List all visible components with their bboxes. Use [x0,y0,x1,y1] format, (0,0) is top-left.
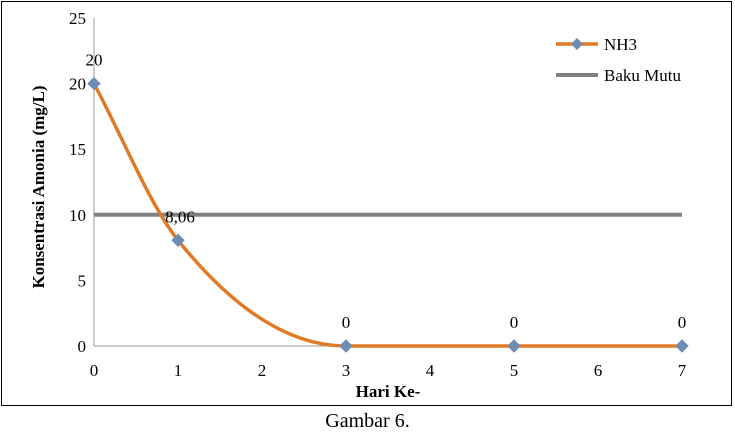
y-tick-label: 0 [78,337,87,356]
legend-nh3-marker [571,38,583,50]
x-tick-label: 1 [174,361,183,380]
x-tick-label: 7 [678,361,687,380]
axes [93,18,682,347]
series-layer [87,76,689,353]
x-tick-label: 5 [510,361,519,380]
y-tick-label: 15 [69,140,86,159]
x-tick-label: 3 [342,361,351,380]
y-tick-label: 25 [69,9,86,28]
legend-nh3-label: NH3 [604,35,637,54]
data-label: 0 [678,313,687,332]
series-nh3-point [339,339,353,353]
y-axis-title: Konsentrasi Amonia (mg/L) [29,85,48,288]
legend-baku-mutu-label: Baku Mutu [604,66,681,85]
x-tick-label: 4 [426,361,435,380]
series-nh3-point [675,339,689,353]
legend: NH3 Baku Mutu [556,35,681,85]
chart-frame [1,1,732,406]
data-labels: 20 8,06 0 0 0 [86,51,687,332]
data-label: 8,06 [165,207,195,226]
series-nh3-point [87,76,101,91]
series-nh3-point [171,233,185,247]
x-tick-label: 0 [90,361,99,380]
y-tick-label: 5 [78,271,87,290]
data-label: 20 [86,51,103,70]
data-label: 0 [510,313,519,332]
x-tick-label: 2 [258,361,267,380]
tick-labels: 0 5 10 15 20 25 0 1 2 3 4 5 6 7 [69,9,687,380]
series-nh3-point [507,339,521,353]
x-axis-title: Hari Ke- [356,382,421,401]
data-label: 0 [342,313,351,332]
y-tick-label: 10 [69,206,86,225]
y-tick-label: 20 [69,75,86,94]
figure-caption: Gambar 6. [325,410,410,432]
x-tick-label: 6 [594,361,603,380]
